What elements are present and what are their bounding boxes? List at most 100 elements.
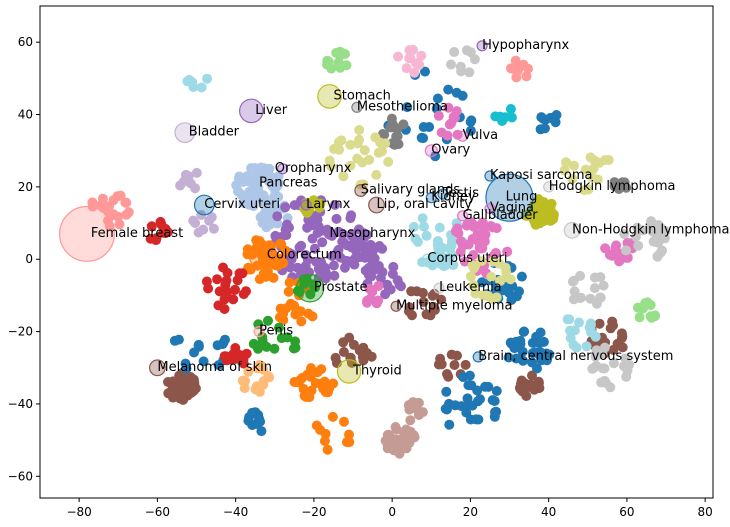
cancer-label: Melanoma of skin — [157, 360, 272, 375]
scatter-point — [348, 339, 359, 350]
scatter-point — [220, 285, 231, 296]
highlight-circle — [253, 326, 265, 338]
scatter-point — [588, 362, 599, 373]
scatter-point — [568, 294, 579, 305]
scatter-point — [208, 223, 219, 234]
cancer-label: Hypopharynx — [482, 38, 569, 53]
scatter-point — [385, 284, 396, 295]
scatter-point — [302, 222, 313, 233]
scatter-point — [445, 243, 456, 254]
scatter-point — [344, 437, 355, 448]
scatter-point — [594, 318, 605, 329]
highlight-circle — [323, 228, 336, 240]
scatter-point — [433, 110, 444, 121]
scatter-point — [442, 130, 453, 141]
scatter-point — [286, 254, 297, 265]
scatter-point — [237, 268, 248, 279]
scatter-point — [324, 155, 335, 166]
y-tick-label: −60 — [8, 469, 33, 483]
scatter-point — [220, 334, 230, 345]
scatter-point — [284, 277, 295, 288]
scatter-point — [634, 312, 645, 323]
scatter-point — [569, 286, 580, 297]
scatter-point — [461, 220, 472, 231]
scatter-point — [354, 125, 365, 135]
scatter-point — [421, 230, 432, 241]
scatter-point — [480, 381, 491, 392]
scatter-point — [546, 198, 557, 209]
scatter-point — [184, 76, 195, 87]
scatter-point — [505, 274, 516, 285]
scatter-point — [443, 253, 454, 264]
scatter-point — [464, 67, 475, 78]
scatter-point — [191, 167, 202, 178]
scatter-point — [446, 118, 456, 129]
cancer-label: Corpus uteri — [427, 251, 507, 266]
scatter-point — [600, 377, 611, 388]
highlight-circle — [174, 122, 196, 144]
scatter-point — [294, 242, 305, 253]
scatter-point — [459, 256, 470, 267]
scatter-point — [278, 314, 289, 325]
scatter-point — [530, 218, 541, 229]
x-tick-label: −40 — [223, 505, 248, 519]
scatter-point — [361, 250, 372, 261]
cancer-label: Vulva — [463, 128, 499, 143]
scatter-point — [273, 260, 283, 271]
scatter-point — [270, 230, 281, 241]
scatter-point — [307, 233, 318, 244]
scatter-point — [359, 145, 370, 156]
scatter-point — [408, 221, 419, 232]
scatter-point — [511, 336, 522, 347]
cancer-label: Vagina — [490, 201, 534, 216]
scatter-point — [282, 219, 292, 230]
scatter-point — [248, 200, 259, 211]
scatter-point — [545, 215, 556, 226]
scatter-point — [419, 221, 429, 232]
scatter-point — [324, 380, 335, 391]
scatter-point — [183, 171, 194, 182]
highlight-circle — [368, 196, 385, 214]
scatter-point — [327, 411, 338, 422]
y-tick-label: 20 — [18, 180, 33, 194]
scatter-point — [429, 288, 440, 299]
scatter-point — [193, 227, 204, 238]
highlight-circle — [485, 173, 534, 222]
cancer-label: Prostate — [314, 280, 368, 295]
scatter-point — [417, 287, 428, 298]
highlight-circle — [295, 273, 325, 303]
scatter-point — [580, 164, 591, 175]
scatter-point — [316, 261, 327, 272]
scatter-point — [103, 215, 113, 226]
scatter-point — [528, 209, 539, 220]
scatter-point — [420, 66, 430, 77]
scatter-point — [600, 155, 611, 166]
cancer-label: Leukemia — [439, 280, 502, 295]
highlight-circle — [266, 174, 284, 192]
scatter-point — [436, 294, 447, 305]
scatter-point — [388, 261, 399, 272]
scatter-point — [345, 139, 356, 150]
scatter-point — [375, 273, 386, 283]
scatter-point — [322, 444, 333, 455]
scatter-point — [466, 115, 477, 126]
scatter-point — [491, 223, 502, 234]
highlight-circle — [148, 359, 166, 377]
scatter-point — [257, 335, 268, 346]
scatter-point — [589, 283, 600, 294]
cancer-label: Hodgkin lymphoma — [549, 179, 676, 194]
scatter-point — [241, 174, 252, 185]
scatter-point — [471, 414, 481, 425]
scatter-point — [498, 285, 509, 296]
scatter-point — [503, 352, 514, 363]
scatter-point — [190, 183, 201, 194]
scatter-point — [489, 396, 500, 406]
scatter-point — [304, 392, 315, 403]
scatter-point — [443, 84, 454, 95]
scatter-point — [436, 359, 447, 370]
scatter-point — [151, 233, 162, 244]
scatter-point — [323, 56, 334, 67]
scatter-point — [393, 51, 403, 62]
highlight-circle — [277, 163, 289, 175]
